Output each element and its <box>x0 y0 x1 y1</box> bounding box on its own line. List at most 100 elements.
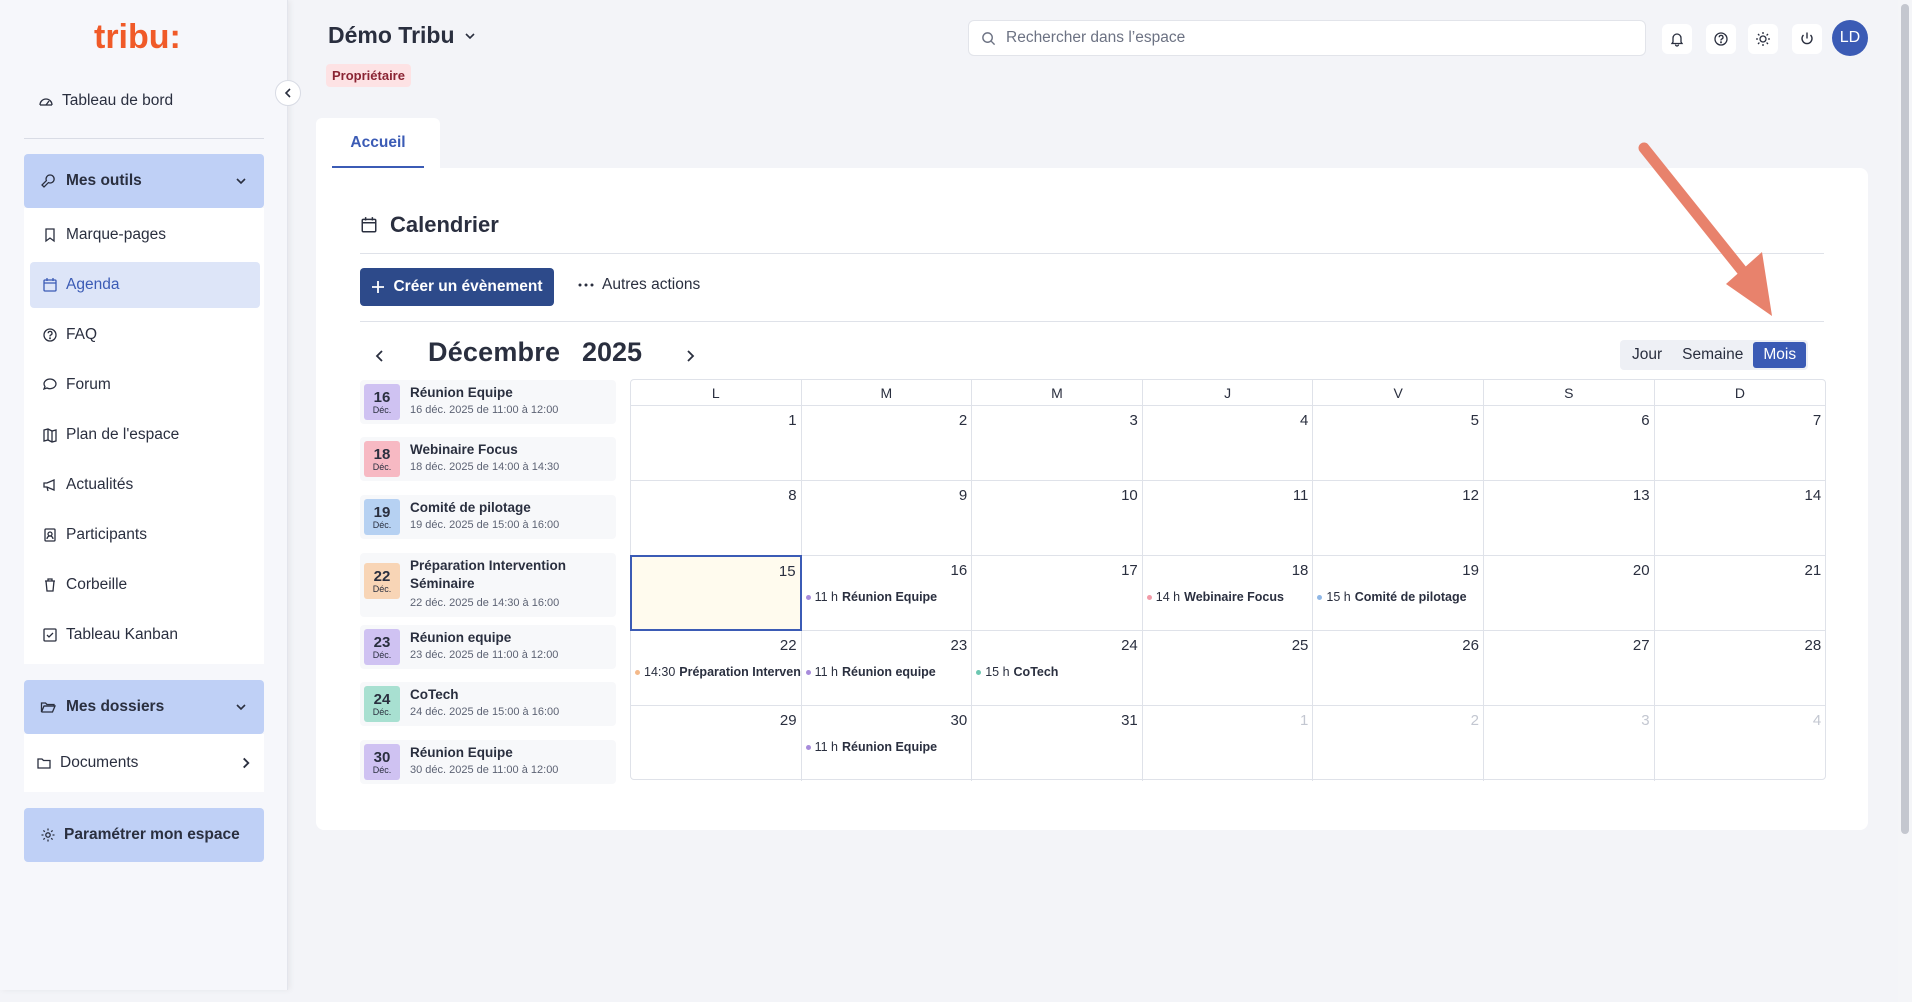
event-list-item[interactable]: 19 Déc. Comité de pilotage 19 déc. 2025 de … <box>360 495 616 539</box>
next-month-button[interactable] <box>678 344 702 368</box>
create-event-button[interactable]: Créer un évènement <box>360 268 554 306</box>
sidebar-item-forum[interactable]: Forum <box>30 362 260 408</box>
day-cell[interactable]: 2 <box>1313 706 1484 781</box>
calendar-event[interactable]: 15 h CoTech <box>976 665 1142 679</box>
calendar-event[interactable]: 11 h Réunion Equipe <box>805 740 972 754</box>
logout-button[interactable] <box>1792 24 1822 54</box>
space-settings-button[interactable]: Paramétrer mon espace <box>24 808 264 862</box>
day-number: 18 <box>1291 562 1309 579</box>
event-day: 16 <box>373 388 391 406</box>
space-title-dropdown[interactable]: Démo Tribu <box>328 22 477 49</box>
event-list-item[interactable]: 24 Déc. CoTech 24 déc. 2025 de 15:00 à 16:0… <box>360 682 616 726</box>
day-number: 3 <box>1129 412 1138 429</box>
day-cell[interactable]: 1 <box>1143 706 1314 781</box>
year-label: 2025 <box>582 337 643 367</box>
calendar-event[interactable]: 11 h Réunion equipe <box>805 665 972 679</box>
sidebar-item-news[interactable]: Actualités <box>30 462 260 508</box>
ellipsis-icon <box>578 283 594 287</box>
tab-accueil[interactable]: Accueil <box>316 118 440 168</box>
day-cell[interactable]: 9 <box>801 481 973 556</box>
more-actions-label: Autres actions <box>602 276 701 293</box>
page-scrollbar[interactable] <box>1898 0 1912 1002</box>
day-cell[interactable]: 20 <box>1484 556 1655 631</box>
day-cell[interactable]: 5 <box>1313 406 1484 481</box>
day-cell[interactable]: 29 <box>631 706 802 781</box>
day-cell[interactable]: 4 <box>1142 406 1314 481</box>
calendar-event[interactable]: 11 h Réunion Equipe <box>805 590 972 604</box>
day-number: 12 <box>1462 487 1479 504</box>
more-actions-button[interactable]: Autres actions <box>578 276 700 294</box>
day-cell[interactable]: 1 <box>631 406 802 481</box>
day-cell[interactable]: 26 <box>1313 631 1484 706</box>
day-cell[interactable]: 6 <box>1484 406 1655 481</box>
day-cell[interactable]: 3 <box>1484 706 1655 781</box>
theme-toggle-button[interactable] <box>1748 24 1778 54</box>
event-title: CoTech <box>410 687 459 702</box>
day-cell[interactable]: 24 15 h CoTech <box>972 631 1143 706</box>
sidebar-item-documents[interactable]: Documents <box>24 740 264 786</box>
event-list-item[interactable]: 16 Déc. Réunion Equipe 16 déc. 2025 de 11:0… <box>360 380 616 424</box>
event-list-item[interactable]: 23 Déc. Réunion equipe 23 déc. 2025 de 11:0… <box>360 625 616 669</box>
sidebar-item-participants[interactable]: Participants <box>30 512 260 558</box>
event-list-item[interactable]: 30 Déc. Réunion Equipe 30 déc. 2025 de 11:0… <box>360 740 616 784</box>
day-cell[interactable]: 2 <box>801 406 973 481</box>
calendar-event[interactable]: 15 h Comité de pilotage <box>1317 590 1483 604</box>
collapse-sidebar-button[interactable] <box>275 80 301 106</box>
megaphone-icon <box>43 479 55 492</box>
event-time: 30 déc. 2025 de 11:00 à 12:00 <box>410 764 559 776</box>
sidebar-item-kanban[interactable]: Tableau Kanban <box>30 612 260 658</box>
view-week-button[interactable]: Semaine <box>1682 346 1744 363</box>
previous-month-button[interactable] <box>368 344 392 368</box>
day-cell[interactable]: 21 <box>1654 556 1826 631</box>
day-cell-today[interactable]: 15 <box>630 555 802 631</box>
view-month-button[interactable]: Mois <box>1753 342 1807 368</box>
event-list-item[interactable]: 18 Déc. Webinaire Focus 18 déc. 2025 de 14:… <box>360 437 616 481</box>
calendar-icon <box>43 278 57 292</box>
sidebar-item-space-map[interactable]: Plan de l'espace <box>30 412 260 458</box>
tab-label: Accueil <box>350 134 406 151</box>
day-cell[interactable]: 23 11 h Réunion equipe <box>801 631 973 706</box>
day-cell[interactable]: 31 <box>972 706 1143 781</box>
day-cell[interactable]: 19 15 h Comité de pilotage <box>1313 556 1484 631</box>
day-cell[interactable]: 7 <box>1654 406 1826 481</box>
day-cell[interactable]: 12 <box>1313 481 1484 556</box>
day-cell[interactable]: 25 <box>1142 631 1314 706</box>
tribu-logo: tribu: <box>94 18 181 56</box>
sidebar-item-agenda[interactable]: Agenda <box>30 262 260 308</box>
sidebar-dashboard-link[interactable]: Tableau de bord <box>38 92 173 110</box>
day-cell[interactable]: 17 <box>972 556 1143 631</box>
sidebar-divider <box>24 138 264 139</box>
scrollbar-thumb[interactable] <box>1901 4 1909 834</box>
help-button[interactable] <box>1706 24 1736 54</box>
day-cell[interactable]: 11 <box>1142 481 1314 556</box>
day-cell[interactable]: 4 <box>1655 706 1826 781</box>
sidebar-item-bookmarks[interactable]: Marque-pages <box>30 212 260 258</box>
day-cell[interactable]: 8 <box>631 481 802 556</box>
day-cell[interactable]: 14 <box>1654 481 1826 556</box>
day-cell[interactable]: 27 <box>1484 631 1655 706</box>
view-day-button[interactable]: Jour <box>1632 346 1663 363</box>
day-cell[interactable]: 10 <box>972 481 1143 556</box>
folders-group-header[interactable]: Mes dossiers <box>24 680 264 734</box>
day-cell[interactable]: 16 11 h Réunion Equipe <box>801 556 973 631</box>
user-avatar[interactable]: LD <box>1832 20 1868 56</box>
weekday-header: D <box>1654 380 1826 406</box>
sidebar-item-label: FAQ <box>66 326 98 343</box>
day-cell[interactable]: 18 14 h Webinaire Focus <box>1142 556 1314 631</box>
sidebar-item-faq[interactable]: FAQ <box>30 312 260 358</box>
day-cell[interactable]: 28 <box>1654 631 1826 706</box>
sidebar-item-trash[interactable]: Corbeille <box>30 562 260 608</box>
day-cell[interactable]: 13 <box>1484 481 1655 556</box>
tools-group-header[interactable]: Mes outils <box>24 154 264 208</box>
day-cell[interactable]: 3 <box>972 406 1143 481</box>
calendar-heading: Calendrier <box>360 212 499 238</box>
day-cell[interactable]: 30 11 h Réunion Equipe <box>802 706 973 781</box>
event-list-item[interactable]: 22 Déc. Préparation Intervention Séminaire… <box>360 553 616 617</box>
calendar-event-time: 11 h <box>814 665 838 679</box>
search-input[interactable] <box>1006 29 1645 47</box>
notifications-button[interactable] <box>1662 24 1692 54</box>
calendar-event[interactable]: 14 h Webinaire Focus <box>1146 590 1313 604</box>
day-number: 30 <box>950 712 968 729</box>
